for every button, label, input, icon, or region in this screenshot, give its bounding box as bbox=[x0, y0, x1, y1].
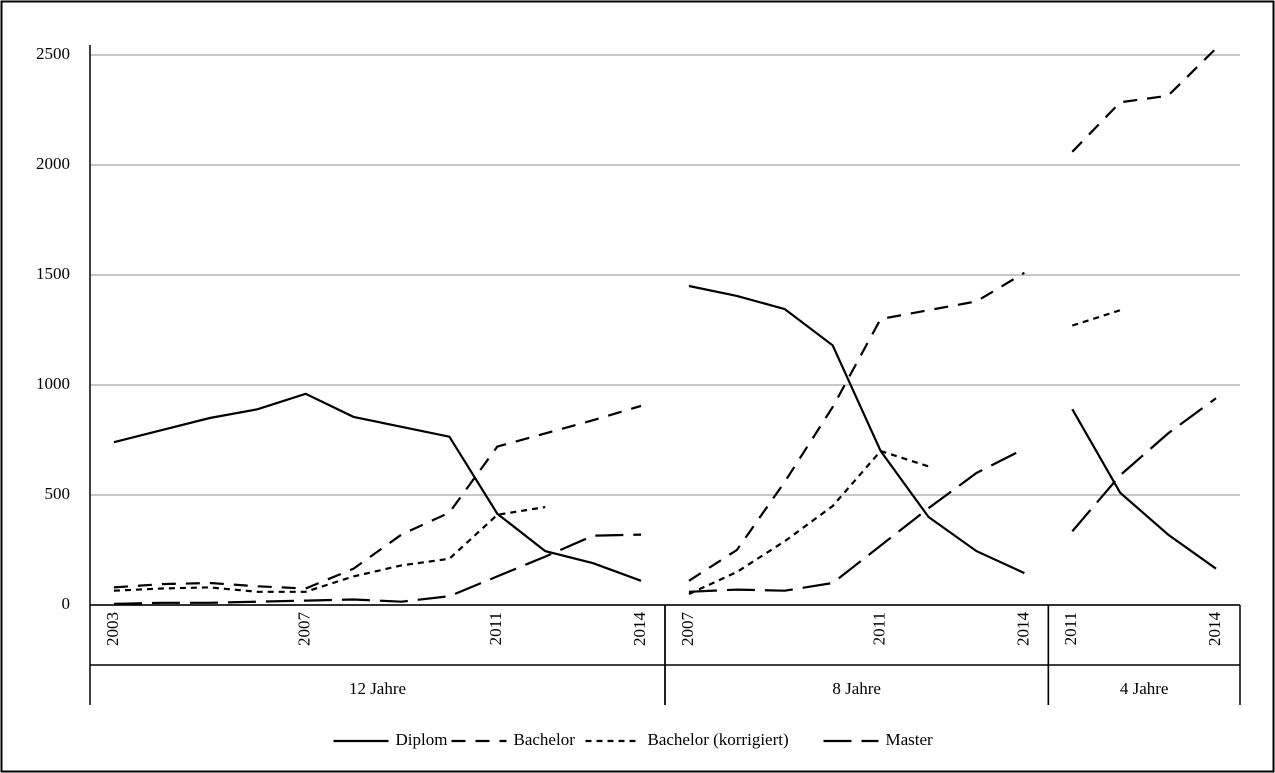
y-tick-label: 2500 bbox=[36, 44, 70, 63]
legend-label: Bachelor (korrigiert) bbox=[648, 730, 789, 749]
x-tick-label: 2014 bbox=[1205, 612, 1224, 647]
series-line bbox=[113, 404, 642, 590]
y-tick-label: 1500 bbox=[36, 264, 70, 283]
series-line bbox=[113, 533, 642, 605]
x-tick-label: 2011 bbox=[870, 612, 889, 645]
series-line bbox=[1071, 408, 1217, 570]
series-line bbox=[1071, 397, 1217, 533]
y-tick-label: 500 bbox=[45, 484, 71, 503]
legend-label: Bachelor bbox=[514, 730, 576, 749]
x-tick-label: 2007 bbox=[678, 612, 697, 647]
series-line bbox=[113, 392, 642, 582]
group-label: 8 Jahre bbox=[832, 679, 881, 698]
series-line bbox=[688, 271, 1025, 582]
series-line bbox=[113, 506, 546, 593]
series-line bbox=[1071, 309, 1121, 327]
legend-label: Master bbox=[886, 730, 934, 749]
x-tick-label: 2007 bbox=[295, 612, 314, 647]
x-tick-label: 2003 bbox=[103, 612, 122, 646]
x-tick-label: 2011 bbox=[486, 612, 505, 645]
group-label: 4 Jahre bbox=[1120, 679, 1169, 698]
y-tick-label: 1000 bbox=[36, 374, 70, 393]
series-line bbox=[1071, 47, 1217, 153]
x-tick-label: 2011 bbox=[1061, 612, 1080, 645]
x-tick-label: 2014 bbox=[1013, 612, 1032, 647]
y-tick-label: 2000 bbox=[36, 154, 70, 173]
legend-label: Diplom bbox=[396, 730, 448, 749]
series-line bbox=[688, 284, 1025, 575]
series-line bbox=[688, 447, 1025, 593]
group-label: 12 Jahre bbox=[349, 679, 406, 698]
y-tick-label: 0 bbox=[62, 594, 71, 613]
x-tick-label: 2014 bbox=[630, 612, 649, 647]
